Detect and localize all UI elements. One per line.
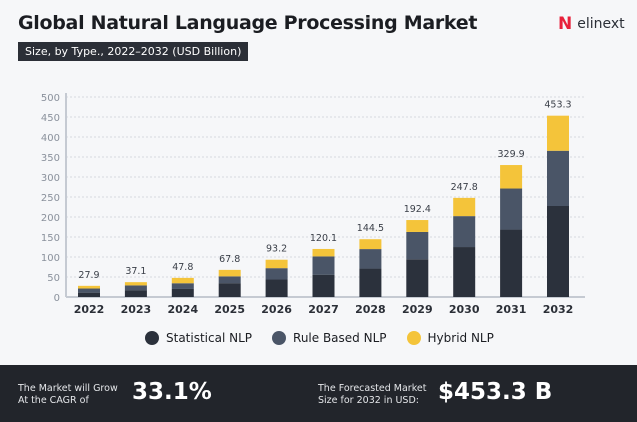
bar-segment-rule-based-nlp — [453, 216, 476, 248]
bar-segment-statistical-nlp — [78, 292, 100, 297]
bar-segment-statistical-nlp — [124, 290, 147, 297]
total-label: 192.4 — [404, 204, 431, 215]
bar-segment-hybrid-nlp — [78, 285, 100, 289]
legend-label: Hybrid NLP — [427, 331, 494, 345]
logo-text: elinext — [577, 16, 625, 32]
bar-segment-hybrid-nlp — [124, 282, 147, 286]
total-label: 93.2 — [266, 244, 287, 255]
legend-swatch — [406, 331, 421, 345]
bar-segment-rule-based-nlp — [312, 256, 335, 275]
bar-segment-statistical-nlp — [406, 259, 429, 297]
bar-segment-rule-based-nlp — [124, 285, 147, 291]
total-label: 144.5 — [357, 223, 384, 234]
cagr-label: The Market will Grow At the CAGR of — [18, 383, 118, 407]
forecast-value: $453.3 B — [438, 379, 553, 405]
bar-segment-rule-based-nlp — [500, 188, 523, 230]
bar-segment-hybrid-nlp — [312, 248, 335, 257]
cagr-label-line2: At the CAGR of — [18, 395, 89, 406]
bar-segment-statistical-nlp — [547, 206, 569, 297]
total-label: 27.9 — [78, 270, 99, 281]
x-tick-label: 2026 — [261, 303, 292, 316]
bar-segment-rule-based-nlp — [218, 276, 241, 284]
x-tick-label: 2027 — [308, 303, 339, 316]
legend-label: Rule Based NLP — [293, 331, 387, 345]
x-tick-label: 2024 — [167, 303, 198, 316]
x-tick-label: 2023 — [121, 303, 152, 316]
bar-segment-hybrid-nlp — [265, 259, 288, 269]
bar-segment-statistical-nlp — [265, 279, 288, 297]
bar-segment-statistical-nlp — [312, 274, 335, 297]
total-label: 329.9 — [497, 149, 524, 160]
legend: Statistical NLP Rule Based NLP Hybrid NLP — [145, 331, 494, 345]
bar-segment-statistical-nlp — [218, 283, 241, 297]
bar-segment-hybrid-nlp — [453, 197, 476, 217]
bar-segment-hybrid-nlp — [500, 165, 523, 189]
bar-segment-rule-based-nlp — [78, 288, 100, 293]
footer-banner: The Market will Grow At the CAGR of 33.1%… — [0, 365, 637, 422]
cagr-value: 33.1% — [132, 379, 212, 405]
x-tick-label: 2025 — [214, 303, 245, 316]
legend-item: Statistical NLP — [145, 331, 252, 345]
y-tick-label: 500 — [41, 93, 60, 104]
y-tick-label: 50 — [47, 273, 60, 284]
chart-subtitle: Size, by Type., 2022–2032 (USD Billion) — [18, 42, 249, 61]
forecast-label-line2: Size for 2032 in USD: — [318, 395, 419, 406]
total-label: 67.8 — [219, 254, 240, 265]
y-tick-label: 300 — [41, 173, 60, 184]
y-tick-label: 100 — [41, 253, 60, 264]
y-tick-label: 350 — [41, 153, 60, 164]
y-tick-label: 250 — [41, 193, 60, 204]
bar-segment-rule-based-nlp — [406, 231, 429, 260]
total-label: 37.1 — [125, 266, 146, 277]
legend-item: Hybrid NLP — [406, 331, 494, 345]
x-tick-label: 2022 — [74, 303, 105, 316]
bar-segment-hybrid-nlp — [406, 220, 429, 232]
x-tick-label: 2028 — [355, 303, 386, 316]
total-label: 120.1 — [310, 233, 337, 244]
total-label: 247.8 — [451, 182, 478, 193]
bar-segment-rule-based-nlp — [359, 249, 382, 269]
cagr-label-line1: The Market will Grow — [18, 383, 118, 394]
legend-item: Rule Based NLP — [272, 331, 387, 345]
y-tick-label: 150 — [41, 233, 60, 244]
total-label: 47.8 — [172, 262, 193, 273]
x-tick-label: 2029 — [402, 303, 433, 316]
forecast-label: The Forecasted Market Size for 2032 in US… — [318, 383, 426, 407]
bar-segment-rule-based-nlp — [547, 150, 569, 206]
bar-segment-statistical-nlp — [500, 229, 523, 297]
bar-segment-hybrid-nlp — [359, 239, 382, 250]
bar-segment-hybrid-nlp — [171, 277, 194, 284]
legend-swatch — [272, 331, 287, 345]
forecast-label-line1: The Forecasted Market — [318, 383, 427, 394]
bar-segment-statistical-nlp — [359, 268, 382, 297]
x-tick-label: 2030 — [449, 303, 480, 316]
bar-segment-rule-based-nlp — [171, 283, 194, 289]
bar-segment-hybrid-nlp — [218, 269, 241, 277]
legend-label: Statistical NLP — [166, 331, 253, 345]
bar-segment-rule-based-nlp — [265, 268, 288, 280]
total-label: 453.3 — [544, 100, 571, 111]
legend-swatch — [145, 331, 159, 345]
stacked-bar-chart: 0 50 100 150 200 250 300 350 400 450 500 27.9 2022 37… — [41, 93, 585, 316]
x-tick-label: 2031 — [496, 303, 527, 316]
y-tick-label: 0 — [54, 293, 60, 304]
bar-segment-hybrid-nlp — [547, 115, 569, 151]
logo-mark-icon: N — [558, 14, 573, 34]
y-tick-label: 400 — [41, 133, 60, 144]
x-tick-label: 2032 — [543, 303, 574, 316]
y-tick-label: 450 — [41, 113, 60, 124]
y-tick-label: 200 — [41, 213, 60, 224]
bar-segment-statistical-nlp — [453, 247, 476, 297]
chart-title: Global Natural Language Processing Marke… — [18, 12, 478, 34]
bar-segment-statistical-nlp — [171, 288, 194, 297]
